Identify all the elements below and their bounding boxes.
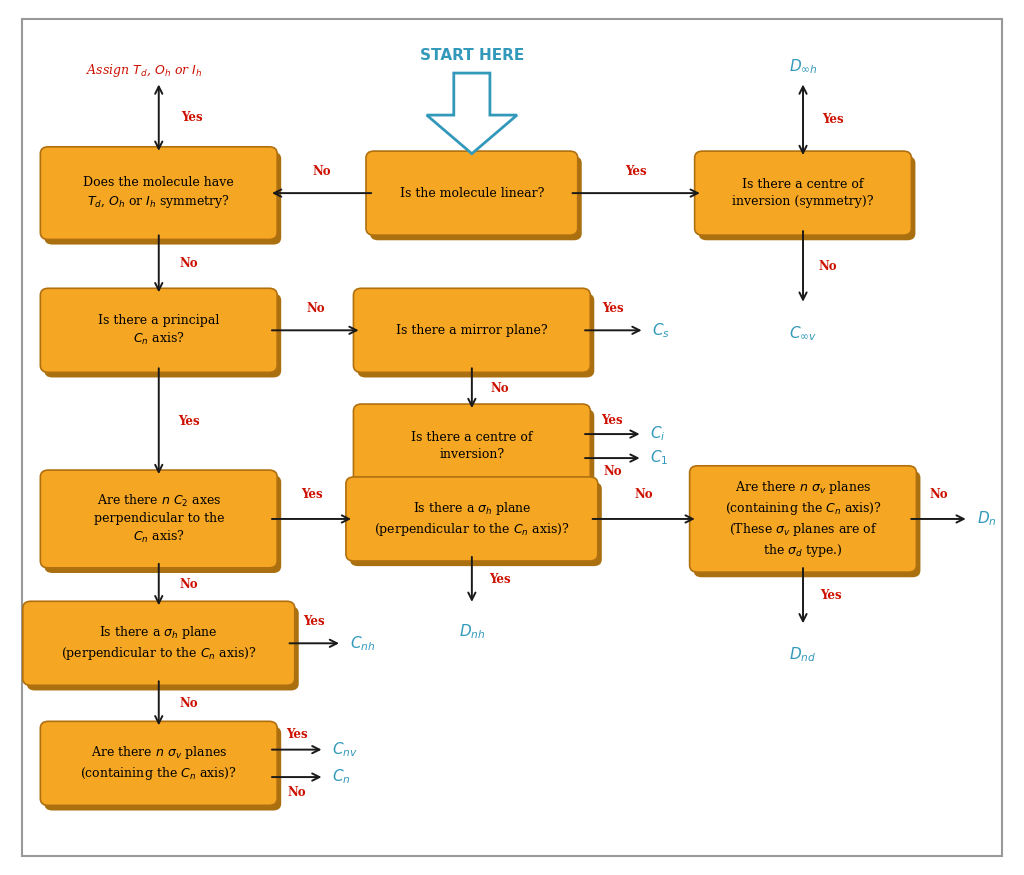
Text: Yes: Yes [822,113,844,126]
Text: No: No [179,257,199,270]
Text: Is there a centre of
inversion (symmetry)?: Is there a centre of inversion (symmetry… [732,178,873,208]
Text: No: No [312,165,331,178]
Text: Yes: Yes [601,414,624,427]
Text: $C_1$: $C_1$ [650,449,669,467]
Text: $C_i$: $C_i$ [650,424,666,444]
Text: $C_{nv}$: $C_{nv}$ [333,740,358,759]
Text: Yes: Yes [178,415,200,428]
Text: $C_s$: $C_s$ [652,321,671,340]
FancyBboxPatch shape [694,151,911,235]
Text: $C_{nh}$: $C_{nh}$ [350,634,376,653]
Text: No: No [929,488,948,501]
FancyBboxPatch shape [350,482,602,566]
FancyBboxPatch shape [353,288,590,373]
Text: Yes: Yes [626,165,647,178]
FancyBboxPatch shape [27,606,299,690]
Text: Is there a mirror plane?: Is there a mirror plane? [396,324,548,337]
Text: No: No [819,260,838,273]
Text: $D_{\infty h}$: $D_{\infty h}$ [788,58,817,76]
Text: No: No [179,696,199,710]
Text: Is the molecule linear?: Is the molecule linear? [399,186,544,200]
Text: Is there a principal
$C_n$ axis?: Is there a principal $C_n$ axis? [98,313,219,347]
Text: No: No [603,466,622,479]
Text: Are there $n$ $\sigma_v$ planes
(containing the $C_n$ axis)?
(These $\sigma_v$ p: Are there $n$ $\sigma_v$ planes (contain… [725,479,882,559]
Text: Does the molecule have
$T_d$, $O_h$ or $I_h$ symmetry?: Does the molecule have $T_d$, $O_h$ or $… [83,176,234,210]
Text: Yes: Yes [301,488,323,501]
Text: Assign $T_d$, $O_h$ or $I_h$: Assign $T_d$, $O_h$ or $I_h$ [86,62,202,79]
FancyBboxPatch shape [689,466,916,572]
Text: No: No [288,786,306,799]
Text: No: No [490,382,509,395]
FancyBboxPatch shape [40,288,278,373]
FancyBboxPatch shape [370,157,582,241]
FancyBboxPatch shape [346,477,598,561]
Text: $C_n$: $C_n$ [333,767,351,787]
FancyBboxPatch shape [40,470,278,568]
Text: $D_{nh}$: $D_{nh}$ [459,622,485,640]
FancyBboxPatch shape [40,147,278,240]
FancyBboxPatch shape [44,293,282,377]
Text: Yes: Yes [303,614,325,627]
Text: START HERE: START HERE [420,48,524,63]
Text: $C_{\infty v}$: $C_{\infty v}$ [790,325,817,343]
Text: Is there a centre of
inversion?: Is there a centre of inversion? [411,431,532,461]
FancyBboxPatch shape [23,601,295,685]
Text: $D_{nd}$: $D_{nd}$ [790,645,817,664]
Text: Is there a $\sigma_h$ plane
(perpendicular to the $C_n$ axis)?: Is there a $\sigma_h$ plane (perpendicul… [374,500,569,538]
Text: No: No [635,488,653,501]
FancyBboxPatch shape [357,410,594,493]
Polygon shape [427,73,517,154]
FancyBboxPatch shape [44,475,282,573]
FancyBboxPatch shape [693,471,921,578]
Text: Yes: Yes [820,589,842,602]
FancyBboxPatch shape [353,404,590,488]
Text: Yes: Yes [286,728,307,741]
FancyBboxPatch shape [44,152,282,244]
Text: Are there $n$ $\sigma_v$ planes
(containing the $C_n$ axis)?: Are there $n$ $\sigma_v$ planes (contain… [80,745,238,782]
FancyBboxPatch shape [357,293,594,377]
FancyBboxPatch shape [40,721,278,805]
Text: Are there $n$ $C_2$ axes
perpendicular to the
$C_n$ axis?: Are there $n$ $C_2$ axes perpendicular t… [93,493,224,545]
Text: No: No [306,303,325,315]
FancyBboxPatch shape [366,151,578,235]
Text: Yes: Yes [602,303,625,315]
FancyBboxPatch shape [44,726,282,810]
Text: Yes: Yes [181,111,203,124]
Text: $D_n$: $D_n$ [977,509,996,528]
FancyBboxPatch shape [698,157,915,241]
Text: Is there a $\sigma_h$ plane
(perpendicular to the $C_n$ axis)?: Is there a $\sigma_h$ plane (perpendicul… [60,624,257,662]
Text: No: No [179,578,199,591]
Text: Yes: Yes [489,573,511,586]
